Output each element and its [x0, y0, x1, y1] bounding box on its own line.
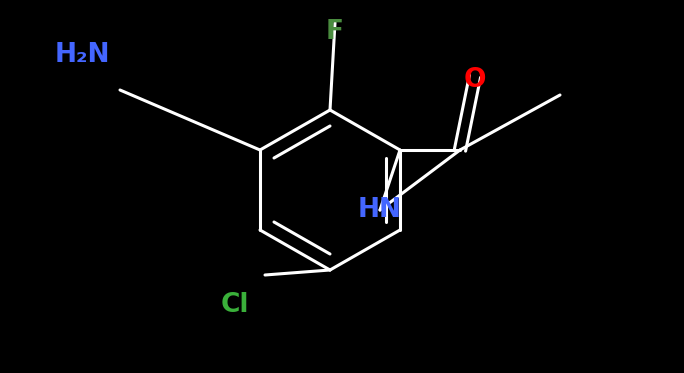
Text: HN: HN	[358, 197, 402, 223]
Text: O: O	[464, 67, 486, 93]
Text: F: F	[326, 19, 344, 45]
Text: H₂N: H₂N	[55, 42, 111, 68]
Text: Cl: Cl	[221, 292, 249, 318]
